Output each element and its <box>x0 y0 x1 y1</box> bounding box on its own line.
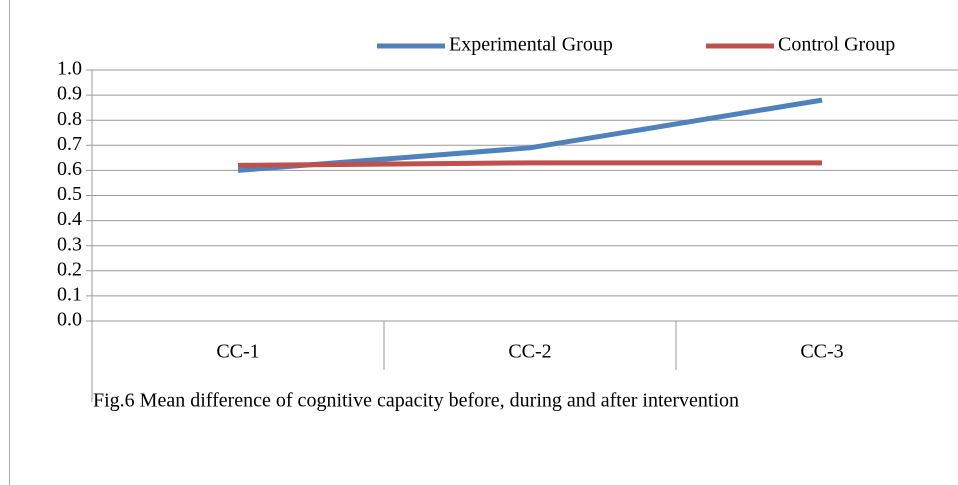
x-tick-label: CC-2 <box>508 341 551 363</box>
y-tick-label: 0.8 <box>57 108 82 130</box>
y-tick-label: 0.0 <box>57 309 82 331</box>
y-tick-label: 0.2 <box>57 258 82 280</box>
y-tick-label: 1.0 <box>57 58 82 80</box>
legend-label: Control Group <box>778 34 895 56</box>
data-line <box>237 97 823 173</box>
data-line <box>237 160 822 168</box>
y-tick-label: 0.6 <box>57 158 82 180</box>
caption: Fig.6 Mean difference of cognitive capac… <box>93 390 739 412</box>
y-tick-label: 0.7 <box>57 133 82 155</box>
y-tick-label: 0.9 <box>57 83 82 105</box>
legend-label: Experimental Group <box>449 34 613 56</box>
y-tick-label: 0.1 <box>57 283 82 305</box>
y-tick-label: 0.3 <box>57 233 82 255</box>
y-tick-label: 0.4 <box>57 208 82 230</box>
y-tick-label: 0.5 <box>57 183 82 205</box>
x-tick-label: CC-1 <box>216 341 259 363</box>
x-tick-label: CC-3 <box>800 341 843 363</box>
